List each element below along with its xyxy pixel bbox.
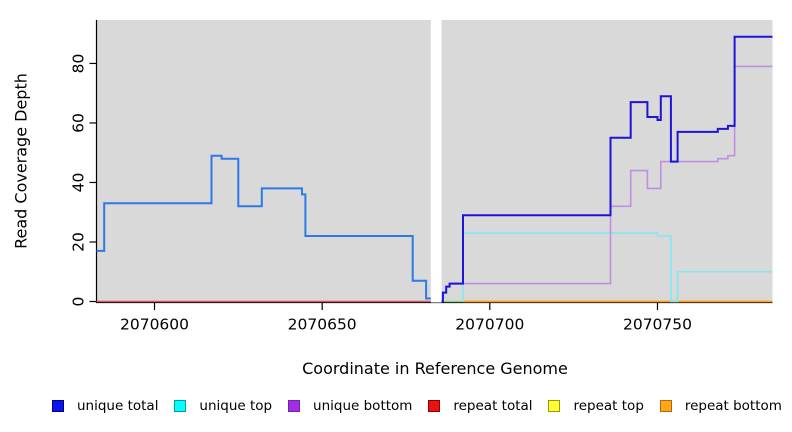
svg-text:60: 60 [70,113,88,133]
legend-label: repeat top [573,398,644,414]
legend-swatch-icon [52,400,64,412]
svg-text:2070750: 2070750 [623,316,692,334]
series-unique-total-left [96,154,431,300]
x-axis-title: Coordinate in Reference Genome [302,359,568,378]
legend-swatch-icon [174,400,187,412]
legend-item-repeat-total: repeat total [428,398,533,414]
legend-label: unique bottom [313,398,413,414]
legend-swatch-icon [428,400,441,412]
svg-text:2070700: 2070700 [455,316,524,334]
legend-swatch-icon [288,400,301,412]
legend-item-unique-bottom: unique bottom [288,398,412,414]
series-unique-total [441,35,773,303]
svg-text:2070650: 2070650 [288,316,357,334]
legend-label: repeat total [453,398,533,414]
legend-label: unique top [199,398,273,414]
legend: unique total unique top unique bottom repea… [0,398,792,414]
legend-label: unique total [77,398,159,414]
legend-item-repeat-top: repeat top [548,398,644,414]
legend-swatch-icon [659,400,672,412]
legend-label: repeat bottom [684,398,782,414]
svg-text:0: 0 [70,297,88,307]
masked-gap-region [430,20,442,303]
legend-item-unique-total: unique total [52,398,158,414]
legend-item-unique-top: unique top [174,398,272,414]
svg-text:40: 40 [70,173,88,193]
legend-item-repeat-bottom: repeat bottom [659,398,782,414]
y-axis-title: Read Coverage Depth [11,73,31,249]
legend-swatch-icon [548,400,561,412]
svg-text:20: 20 [70,232,88,252]
svg-text:2070600: 2070600 [120,316,189,334]
coverage-plot: 2070600 2070650 2070700 2070750 0 20 40 60 80 [70,20,773,334]
svg-text:80: 80 [70,54,88,74]
series-unique-top [462,232,773,303]
